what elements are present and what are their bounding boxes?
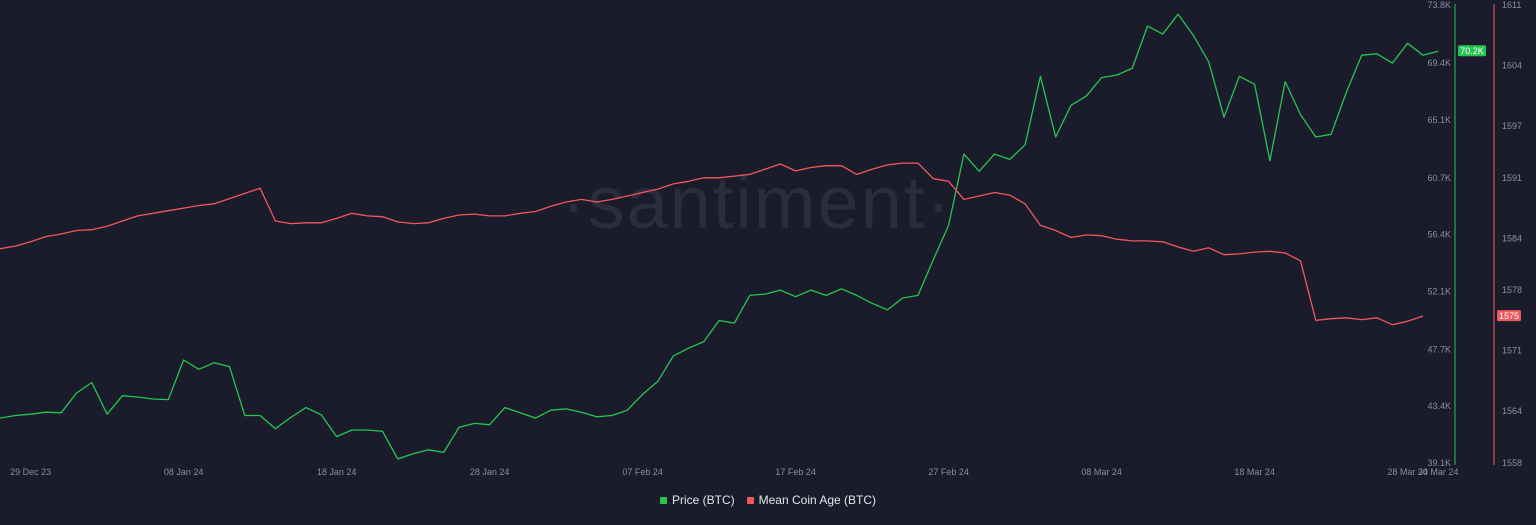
price-last-value-label: 70.2K: [1460, 46, 1484, 56]
x-tick-label: 07 Feb 24: [622, 467, 663, 477]
y-left-tick-label: 52.1K: [1427, 286, 1451, 296]
y-left-tick-label: 73.8K: [1427, 0, 1451, 10]
legend-item-price[interactable]: Price (BTC): [659, 493, 735, 507]
y-left-tick-label: 39.1K: [1427, 458, 1451, 468]
x-tick-label: 18 Mar 24: [1234, 467, 1275, 477]
watermark: ·santiment·: [561, 161, 953, 244]
y-left-tick-label: 65.1K: [1427, 115, 1451, 125]
price-line: [0, 13, 1439, 460]
x-tick-label: 28 Jan 24: [470, 467, 510, 477]
y-left-tick-label: 43.4K: [1427, 401, 1451, 411]
y-right-tick-label: 1597: [1502, 121, 1522, 131]
y-right-tick-label: 1591: [1502, 173, 1522, 183]
x-tick-label: 28 Mar 24: [1387, 467, 1428, 477]
y-left-tick-label: 60.7K: [1427, 173, 1451, 183]
mean-coin-age-last-value-label: 1575: [1499, 311, 1519, 321]
y-left-tick-label: 56.4K: [1427, 230, 1451, 240]
y-axis-left-ticks: 39.1K 43.4K 47.7K 52.1K 56.4K 60.7K 65.1K 69.4K…: [1427, 0, 1451, 468]
x-tick-label: 08 Mar 24: [1081, 467, 1122, 477]
last-value-badges: 70.2K 1575: [1458, 45, 1521, 322]
legend-item-mean-coin-age[interactable]: Mean Coin Age (BTC): [746, 493, 877, 507]
legend-swatch-price: [659, 496, 667, 504]
mean-coin-age-line: [0, 162, 1424, 326]
series-lines: [0, 13, 1439, 460]
y-right-tick-label: 1611: [1502, 0, 1521, 10]
y-right-tick-label: 1571: [1502, 346, 1522, 356]
y-right-tick-label: 1558: [1502, 458, 1522, 468]
x-tick-label: 29 Dec 23: [10, 467, 51, 477]
legend-label-mean-coin-age: Mean Coin Age (BTC): [758, 493, 877, 507]
x-axis-ticks: 29 Dec 23 08 Jan 24 18 Jan 24 28 Jan 24 07 F…: [10, 467, 1458, 477]
axes: [1454, 4, 1495, 465]
x-tick-label: 17 Feb 24: [775, 467, 816, 477]
y-right-tick-label: 1578: [1502, 285, 1522, 295]
legend-label-price: Price (BTC): [671, 493, 735, 507]
x-tick-label: 08 Jan 24: [164, 467, 204, 477]
y-left-tick-label: 69.4K: [1427, 58, 1451, 68]
legend: Price (BTC) Mean Coin Age (BTC): [0, 492, 1536, 508]
x-tick-label: 30 Mar 24: [1418, 467, 1459, 477]
x-tick-label: 18 Jan 24: [317, 467, 357, 477]
y-right-tick-label: 1584: [1502, 233, 1522, 243]
y-axis-right-ticks: 1558 1564 1571 1578 1584 1591 1597 1604 1611: [1502, 0, 1522, 468]
legend-swatch-mean-coin-age: [746, 496, 754, 504]
y-right-tick-label: 1604: [1502, 61, 1522, 71]
x-tick-label: 27 Feb 24: [928, 467, 969, 477]
price-last-value-badge: [1458, 45, 1486, 57]
y-right-tick-label: 1564: [1502, 406, 1522, 416]
y-left-tick-label: 47.7K: [1427, 345, 1451, 355]
mean-coin-age-last-value-badge: [1497, 310, 1521, 322]
